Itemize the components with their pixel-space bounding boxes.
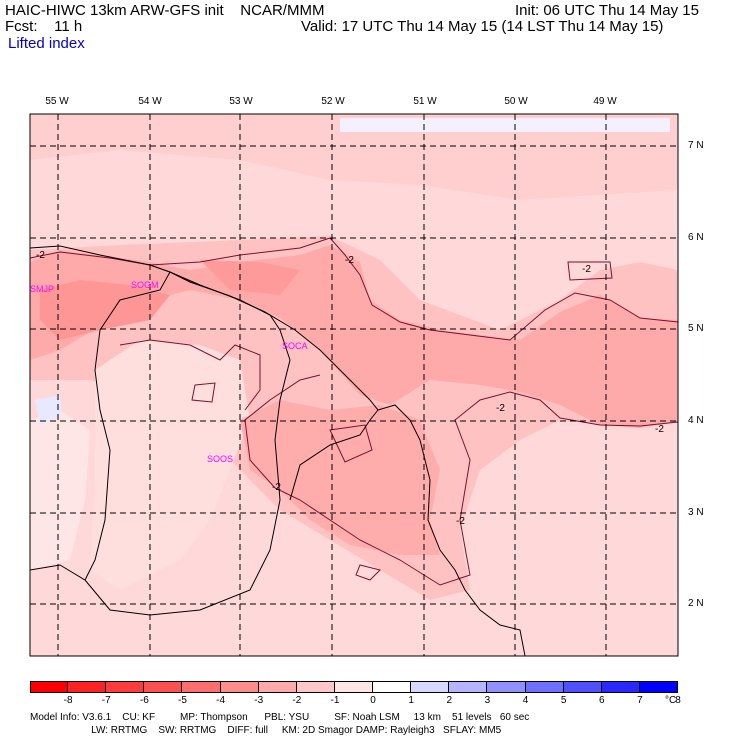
colorbar-tick-label: -3	[254, 695, 264, 706]
colorbar-tick-label: 6	[598, 695, 605, 706]
model-info-line1: Model Info: V3.6.1 CU: KF MP: Thompson P…	[30, 712, 530, 723]
valid-time: Valid: 17 UTC Thu 14 May 15 (14 LST Thu …	[301, 18, 664, 35]
graticule	[30, 114, 678, 656]
colorbar-tick-label: 5	[560, 695, 567, 706]
lat-label-3n: 3 N	[688, 507, 704, 518]
colorbar-swatch	[563, 681, 602, 693]
colorbar-tick-label: 3	[484, 695, 491, 706]
station-sogm: SOGM	[131, 280, 159, 290]
lat-label-7n: 7 N	[688, 140, 704, 151]
borders	[30, 245, 526, 656]
contour-label: -2	[655, 424, 664, 435]
colorbar-tick-label: -1	[330, 695, 340, 706]
lon-label-55w: 55 W	[45, 96, 69, 107]
colorbar-frame	[30, 681, 678, 693]
field-north	[30, 114, 678, 200]
contour-cell-3	[355, 564, 381, 581]
lat-label-2n: 2 N	[688, 598, 704, 609]
lon-label-54w: 54 W	[138, 96, 162, 107]
contour-lines	[30, 237, 678, 586]
forecast-hour: Fcst: 11 h	[5, 18, 83, 35]
colorbar-swatch	[106, 681, 145, 693]
contour-label: -2	[456, 516, 465, 527]
contour-cell-1	[191, 382, 216, 403]
contour-label: -2	[345, 255, 354, 266]
lat-label-6n: 6 N	[688, 232, 704, 243]
model-info-line2: LW: RRTMG SW: RRTMG DIFF: full KM: 2D Sm…	[30, 725, 502, 736]
field-patch-north	[200, 260, 300, 295]
colorbar-swatch	[411, 681, 450, 693]
lon-label-49w: 49 W	[593, 96, 617, 107]
contour-label: -2	[496, 403, 505, 414]
colorbar-tick-label: -2	[292, 695, 302, 706]
colorbar-tick-label: -6	[139, 695, 149, 706]
lon-label-50w: 50 W	[504, 96, 528, 107]
colorbar-tick-label: 1	[408, 695, 414, 706]
contour-north	[30, 237, 678, 341]
colorbar-swatch	[220, 681, 259, 693]
colorbar-tick-label: -8	[63, 695, 73, 706]
colorbar-tick-label: 2	[446, 695, 453, 706]
model-title: HAIC-HIWC 13km ARW-GFS init NCAR/MMM	[5, 2, 325, 19]
colorbar-swatch	[68, 681, 107, 693]
lon-label-52w: 52 W	[321, 96, 345, 107]
contour-label: -2	[582, 264, 591, 275]
colorbar-tick-label: 8	[675, 695, 681, 706]
lon-label-53w: 53 W	[229, 96, 253, 107]
colorbar-swatch	[334, 681, 374, 693]
field-zone-minus2	[30, 245, 678, 428]
lat-label-4n: 4 N	[688, 415, 704, 426]
field-zone-minus2-south	[240, 400, 440, 555]
contour-interior	[119, 339, 261, 411]
lon-label-51w: 51 W	[413, 96, 437, 107]
colorbar-swatch	[258, 681, 297, 693]
colorbar-swatch	[639, 681, 678, 693]
shaded-field	[30, 114, 678, 656]
colorbar-swatch	[144, 681, 183, 693]
colorbar-swatch	[487, 681, 526, 693]
colorbar-tick-label: -4	[216, 695, 226, 706]
border-suriname-guiana	[289, 409, 379, 501]
colorbar-unit: °C	[665, 695, 677, 706]
station-soos: SOOS	[207, 454, 233, 464]
colorbar-tick-label: -7	[101, 695, 111, 706]
colorbar-tick-label: -5	[178, 695, 187, 706]
station-soca: SOCA	[282, 341, 308, 351]
colorbar-swatch	[296, 681, 335, 693]
init-time: Init: 06 UTC Thu 14 May 15	[515, 2, 699, 19]
border-guyana-suriname	[84, 271, 291, 616]
field-interior-light	[90, 340, 250, 590]
colorbar-swatch	[373, 681, 412, 693]
contour-cell-2	[329, 424, 373, 463]
map-frame	[29, 113, 679, 657]
colorbar-swatch	[30, 681, 69, 693]
colorbar-swatch	[601, 681, 640, 693]
colorbar-tick-label: 4	[522, 695, 529, 706]
colorbar-swatch	[449, 681, 488, 693]
colorbar-tick-label: 0	[370, 695, 376, 706]
field-west-light	[30, 410, 90, 570]
colorbar-tick-label: 7	[637, 695, 643, 706]
contour-south	[244, 374, 678, 586]
field-name: Lifted index	[8, 35, 85, 52]
colorbar-swatch	[182, 681, 221, 693]
field-positive-patch	[35, 395, 62, 425]
contour-label: -2	[36, 250, 45, 261]
field-patch-west	[40, 280, 170, 340]
station-smjp: SMJP	[30, 284, 54, 294]
lat-label-5n: 5 N	[688, 323, 704, 334]
contour-label: -2	[272, 482, 281, 493]
colorbar-swatch	[525, 681, 564, 693]
field-positive-strip	[340, 118, 670, 132]
contour-cell-4	[567, 261, 613, 281]
